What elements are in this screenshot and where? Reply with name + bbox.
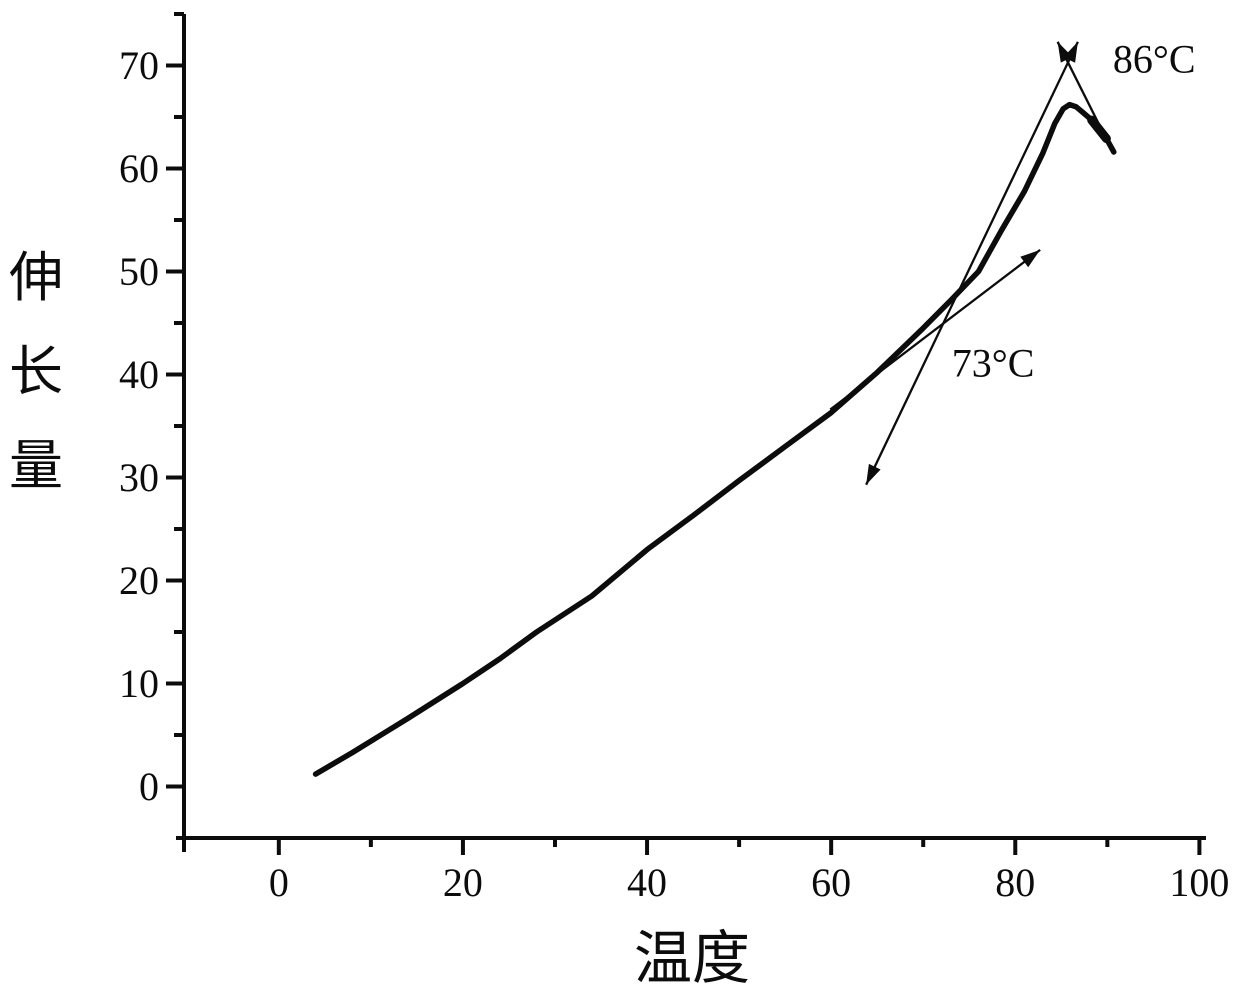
shallow-tangent-arrow-head <box>1020 249 1041 268</box>
y-axis-title-char: 伸 <box>9 248 63 308</box>
axis-tick-labels: 0 20 40 60 80 100 0 10 20 30 40 50 60 70 <box>119 43 1229 905</box>
data-curve <box>312 101 1117 777</box>
y-tick-label: 60 <box>119 146 159 191</box>
x-tick-label: 100 <box>1169 860 1229 905</box>
y-axis-title-char: 量 <box>9 436 63 496</box>
annotation-lines <box>829 41 1114 486</box>
y-axis-title-char: 长 <box>9 342 63 402</box>
steep-tangent-arrow <box>865 41 1079 486</box>
y-tick-label: 30 <box>119 455 159 500</box>
x-tick-label: 0 <box>269 860 289 905</box>
x-tick-label: 80 <box>995 860 1035 905</box>
curve-overlap-segment <box>1087 115 1111 144</box>
x-tick-label: 60 <box>811 860 851 905</box>
x-axis-title: 温度 <box>634 926 750 991</box>
axis-ticks <box>166 12 1202 855</box>
shallow-tangent-arrow <box>829 248 1041 411</box>
x-tick-label: 20 <box>443 860 483 905</box>
y-tick-label: 0 <box>139 764 159 809</box>
axes <box>176 14 1206 852</box>
annotation-73c: 73°C <box>952 341 1035 386</box>
descent-tangent-arrow-head <box>1057 41 1073 63</box>
steep-tangent-arrow-head <box>866 463 881 485</box>
y-axis-title: 伸长量 <box>9 248 63 496</box>
annotation-86c: 86°C <box>1113 37 1196 82</box>
elongation-curve <box>312 101 1117 777</box>
y-tick-label: 20 <box>119 558 159 603</box>
y-tick-label: 10 <box>119 661 159 706</box>
y-tick-label: 70 <box>119 43 159 88</box>
y-tick-label: 50 <box>119 249 159 294</box>
y-tick-label: 40 <box>119 352 159 397</box>
x-tick-label: 40 <box>627 860 667 905</box>
